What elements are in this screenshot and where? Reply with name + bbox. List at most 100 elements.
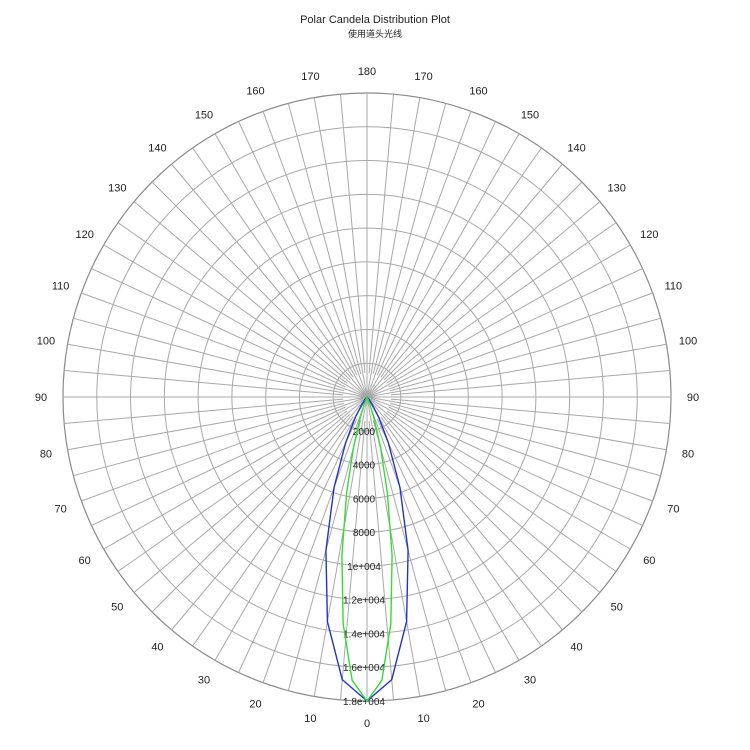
- grid-spoke: [366, 396, 653, 502]
- grid-spoke: [287, 420, 362, 691]
- grid-spoke: [380, 147, 542, 378]
- grid-spoke: [117, 410, 348, 572]
- angle-tick-label: 30: [198, 674, 210, 686]
- angle-tick-label: 150: [521, 110, 539, 122]
- grid-spoke: [103, 396, 368, 550]
- series-layer: [325, 396, 409, 702]
- grid-spoke: [103, 244, 368, 398]
- grid-spoke: [366, 396, 520, 661]
- grid-spoke: [372, 103, 447, 374]
- grid-spoke: [380, 416, 542, 647]
- chart-title: Polar Candela Distribution Plot: [300, 14, 450, 26]
- grid-spoke: [366, 396, 631, 550]
- grid-spoke: [73, 402, 344, 477]
- grid-spoke: [81, 396, 368, 502]
- grid-spoke: [366, 396, 667, 451]
- grid-spoke: [238, 418, 358, 673]
- angle-tick-label: 160: [469, 86, 487, 98]
- angle-tick-label: 110: [52, 281, 70, 293]
- grid-spoke: [171, 163, 368, 398]
- grid-spoke: [151, 181, 351, 381]
- grid-spoke: [214, 396, 368, 661]
- angle-tick-label: 150: [195, 110, 213, 122]
- grid-spoke: [386, 222, 617, 384]
- angle-tick-label: 70: [667, 504, 679, 516]
- angle-tick-label: 80: [682, 449, 694, 461]
- grid-spoke: [73, 317, 344, 392]
- grid-spoke: [372, 420, 447, 691]
- radial-tick-label: 1.2e+004: [343, 596, 385, 607]
- angle-tick-label: 0: [364, 718, 370, 730]
- grid-spoke: [390, 402, 661, 477]
- grid-spoke: [313, 97, 368, 398]
- radial-tick-label: 1e+004: [347, 562, 381, 573]
- grid-spoke: [192, 416, 354, 647]
- angle-tick-label: 40: [570, 642, 582, 654]
- grid-spoke: [67, 343, 368, 398]
- angle-tick-label: 100: [37, 335, 55, 347]
- grid-spoke: [390, 317, 661, 392]
- grid-spoke: [366, 396, 563, 631]
- grid-spoke: [366, 244, 631, 398]
- angle-tick-label: 170: [301, 71, 319, 83]
- grid-spokes: [63, 93, 671, 701]
- radial-tick-label: 1.4e+004: [343, 629, 385, 640]
- grid-spoke: [151, 413, 351, 613]
- grid-spoke: [313, 396, 368, 697]
- series-line: [341, 396, 393, 702]
- grid-spoke: [366, 292, 653, 398]
- angle-tick-label: 10: [417, 713, 429, 725]
- grid-spoke: [366, 201, 601, 398]
- grid-spoke: [376, 121, 496, 376]
- grid-spoke: [366, 97, 421, 398]
- angle-tick-label: 130: [108, 182, 126, 194]
- grid-spoke: [214, 133, 368, 398]
- angle-tick-label: 40: [151, 642, 163, 654]
- radial-labels: 2000 4000 6000 8000 1e+004 1.2e+004 1.4e+004 1.…: [343, 427, 385, 708]
- angle-tick-label: 120: [640, 229, 658, 241]
- angle-tick-label: 160: [246, 86, 264, 98]
- angle-tick-label: 100: [679, 335, 697, 347]
- grid-spoke: [91, 406, 346, 526]
- angle-tick-label: 180: [358, 66, 376, 78]
- angle-tick-label: 20: [249, 698, 261, 710]
- grid-spoke: [91, 268, 346, 388]
- grid-spoke: [133, 201, 368, 398]
- grid-spoke: [388, 406, 643, 526]
- radial-tick-label: 8000: [353, 528, 376, 539]
- chart-subtitle: 使用道头光线: [347, 29, 402, 39]
- grid-spoke: [376, 418, 496, 673]
- radial-tick-label: 6000: [353, 494, 376, 505]
- grid-spoke: [64, 370, 344, 396]
- grid-spoke: [366, 163, 563, 398]
- grid-spoke: [262, 111, 368, 398]
- grid-spoke: [64, 398, 344, 424]
- angle-tick-label: 110: [665, 281, 683, 293]
- grid-spoke: [67, 396, 368, 451]
- angle-tick-label: 30: [524, 674, 536, 686]
- grid-spoke: [133, 396, 368, 593]
- grid-spoke: [340, 420, 366, 700]
- grid-spoke: [368, 420, 394, 700]
- grid-spoke: [287, 103, 362, 374]
- angle-tick-label: 50: [111, 602, 123, 614]
- angle-tick-label: 80: [40, 449, 52, 461]
- angle-tick-label: 140: [148, 142, 166, 154]
- radial-tick-label: 1.6e+004: [343, 663, 385, 674]
- grid-spoke: [383, 181, 583, 381]
- angle-tick-label: 20: [472, 698, 484, 710]
- grid-spoke: [117, 222, 348, 384]
- grid-spoke: [386, 410, 617, 572]
- grid-spoke: [262, 396, 368, 683]
- angle-tick-label: 60: [643, 555, 655, 567]
- grid-spoke: [390, 398, 670, 424]
- angle-tick-label: 170: [414, 71, 432, 83]
- angle-labels: 0 10 10 20 20 30 30 40 40 50 50 60 60 70 70 80 80 90 90 100…: [35, 66, 699, 730]
- grid-spoke: [171, 396, 368, 631]
- grid-spoke: [340, 94, 366, 374]
- angle-tick-label: 70: [55, 504, 67, 516]
- angle-tick-label: 130: [608, 182, 626, 194]
- angle-tick-label: 10: [304, 713, 316, 725]
- angle-tick-label: 120: [76, 229, 94, 241]
- grid-spoke: [366, 396, 421, 697]
